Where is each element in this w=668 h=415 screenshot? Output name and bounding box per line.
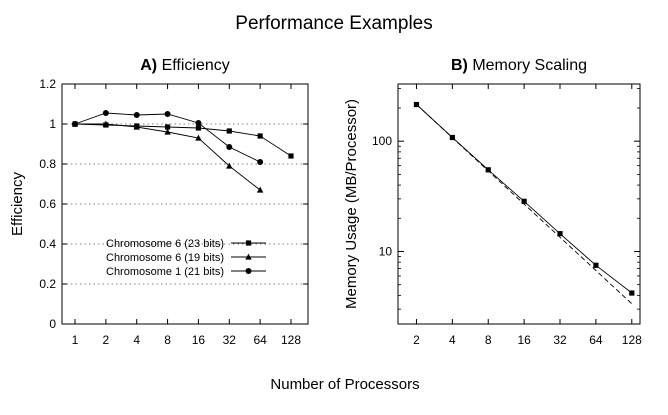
panel-b-title-text: Memory Scaling: [472, 57, 587, 74]
panel-a-x-tick-label: 2: [103, 333, 110, 347]
panel-a-x-tick-label: 64: [253, 333, 267, 347]
panel-b-point: [485, 167, 491, 173]
panel-b-x-tick-label: 8: [485, 333, 492, 347]
panel-a-title: A) Efficiency: [140, 57, 230, 74]
panel-a-title-text: Efficiency: [162, 57, 230, 74]
panel-a-point-series-1: [226, 128, 232, 134]
panel-b-y-axis-label: Memory Usage (MB/Processor): [343, 99, 360, 309]
panel-a-letter: A): [140, 57, 161, 74]
panel-b-letter: B): [451, 57, 472, 74]
panel-a-y-tick-label: 0.2: [39, 277, 56, 291]
panel-a-point-series-1: [164, 124, 171, 130]
panel-b-point: [629, 290, 635, 296]
panel-a-x-tick-label: 128: [281, 333, 301, 347]
panel-b-ideal-scaling-line: [416, 104, 633, 305]
legend-entry-label: Chromosome 1 (21 bits): [106, 266, 224, 278]
panel-b-x-tick-label: 32: [553, 333, 567, 347]
panel-a-point-series-3: [257, 159, 264, 165]
panel-a-y-tick-label: 0.4: [39, 237, 56, 251]
panel-a-x-tick-label: 8: [164, 333, 171, 347]
panel-a-point-series-2: [102, 120, 110, 127]
panel-b-title: B) Memory Scaling: [451, 57, 587, 74]
panel-b-point: [593, 262, 599, 268]
panel-b-x-tick-label: 2: [413, 333, 420, 347]
panel-a-y-tick-label: 1: [49, 117, 56, 131]
panel-b-x-tick-label: 128: [622, 333, 642, 347]
panel-a-x-tick-label: 1: [72, 333, 79, 347]
panel-a-y-tick-label: 0.6: [39, 197, 56, 211]
panel-a-point-series-3: [72, 121, 78, 127]
panel-a-point-series-1: [288, 153, 294, 159]
panel-a-x-tick-label: 4: [133, 333, 140, 347]
panel-b-point: [557, 231, 563, 237]
legend-entry-label: Chromosome 6 (23 bits): [106, 238, 224, 250]
panel-a-y-axis-label: Efficiency: [9, 172, 26, 236]
panel-b-x-tick-label: 16: [517, 333, 531, 347]
panel-b-x-tick-label: 4: [449, 333, 456, 347]
shared-x-axis-label: Number of Processors: [270, 376, 419, 393]
legend-entry-marker: [245, 240, 252, 246]
legend-entry-marker: [245, 268, 252, 274]
panel-a-point-series-3: [102, 110, 109, 116]
figure-title: Performance Examples: [235, 13, 432, 34]
legend-entry-marker: [245, 253, 252, 260]
panel-a-series-line-1: [74, 123, 292, 157]
panel-a-point-series-3: [195, 120, 202, 126]
panel-a-y-tick-label: 0: [49, 317, 56, 331]
panel-a-point-series-3: [226, 144, 233, 150]
panel-a-y-tick-label: 0.8: [39, 157, 56, 171]
panel-a-point-series-1: [195, 125, 202, 131]
panel-a-x-tick-label: 16: [192, 333, 206, 347]
panel-b-point: [413, 101, 420, 108]
panel-b-x-tick-label: 64: [589, 333, 603, 347]
panel-a-y-tick-label: 1.2: [39, 77, 56, 91]
panel-b-frame: [397, 83, 641, 325]
panel-a-x-tick-label: 32: [223, 333, 237, 347]
panel-a-point-series-2: [133, 123, 140, 130]
panel-a-point-series-2: [256, 186, 264, 193]
panel-b-y-tick-label: 100: [372, 134, 392, 148]
panel-b-y-tick-label: 10: [379, 244, 393, 258]
panel-a-point-series-1: [257, 133, 263, 139]
panel-a-point-series-3: [133, 112, 140, 118]
panel-a-point-series-2: [195, 134, 202, 141]
legend-entry-label: Chromosome 6 (19 bits): [106, 252, 224, 264]
panel-a-point-series-2: [226, 162, 233, 169]
panel-b-point: [521, 198, 527, 204]
panel-a-series-line-3: [74, 112, 261, 163]
panel-a-point-series-3: [164, 111, 171, 117]
panel-a-point-series-2: [164, 128, 171, 135]
